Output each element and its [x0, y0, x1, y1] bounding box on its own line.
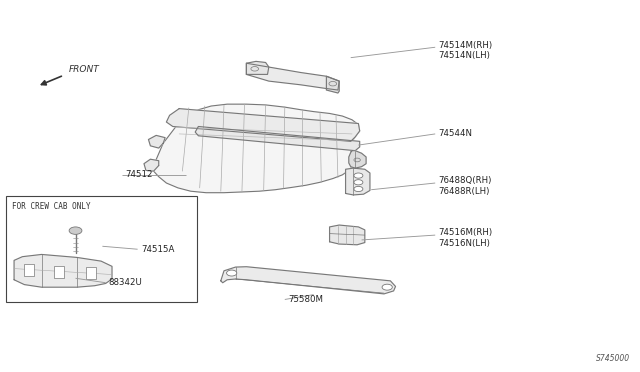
- Polygon shape: [221, 267, 396, 294]
- Text: 75580M: 75580M: [288, 295, 323, 304]
- Circle shape: [354, 180, 363, 185]
- Circle shape: [354, 186, 363, 192]
- Polygon shape: [154, 104, 360, 193]
- Polygon shape: [330, 225, 365, 245]
- Bar: [54, 266, 64, 278]
- Text: 74514M(RH)
74514N(LH): 74514M(RH) 74514N(LH): [438, 41, 493, 60]
- Text: FRONT: FRONT: [69, 65, 100, 74]
- Text: 74515A: 74515A: [141, 245, 174, 254]
- Circle shape: [69, 227, 82, 234]
- Text: FOR CREW CAB ONLY: FOR CREW CAB ONLY: [12, 202, 90, 211]
- Polygon shape: [144, 159, 159, 171]
- Polygon shape: [346, 168, 370, 195]
- Circle shape: [382, 284, 392, 290]
- Text: 74512: 74512: [125, 170, 152, 179]
- Bar: [6, 196, 197, 302]
- Circle shape: [354, 173, 363, 178]
- Polygon shape: [349, 151, 366, 168]
- Text: S745000: S745000: [596, 354, 630, 363]
- Polygon shape: [246, 63, 339, 90]
- Polygon shape: [166, 109, 360, 141]
- Polygon shape: [246, 61, 269, 74]
- Text: 74544N: 74544N: [438, 129, 472, 138]
- Bar: [86, 267, 96, 279]
- Polygon shape: [326, 76, 339, 93]
- Polygon shape: [148, 135, 165, 148]
- Polygon shape: [14, 254, 112, 287]
- Text: 74516M(RH)
74516N(LH): 74516M(RH) 74516N(LH): [438, 228, 493, 248]
- Circle shape: [227, 270, 237, 276]
- Polygon shape: [195, 126, 360, 151]
- Bar: [24, 264, 34, 276]
- Text: 76488Q(RH)
76488R(LH): 76488Q(RH) 76488R(LH): [438, 176, 492, 196]
- Text: 88342U: 88342U: [109, 278, 143, 287]
